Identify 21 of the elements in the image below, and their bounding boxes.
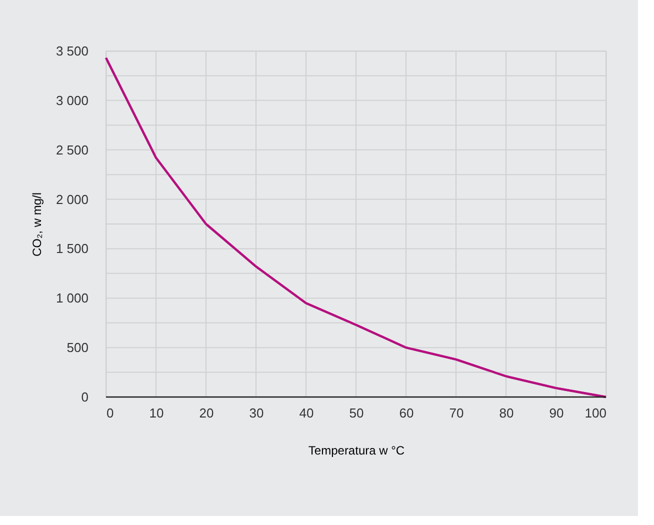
y-axis-title: CO₂, w mg/l: [30, 192, 44, 256]
x-tick-label: 50: [349, 406, 364, 420]
x-axis-title: Temperatura w °C: [308, 444, 405, 458]
y-tick-label: 1 500: [56, 241, 88, 256]
y-tick-label: 3 000: [56, 92, 88, 108]
x-tick-label: 100: [584, 406, 606, 420]
x-tick-label: 40: [299, 406, 314, 420]
x-tick-label: 80: [499, 406, 514, 420]
y-tick-label: 1 000: [56, 290, 88, 306]
x-tick-label: 0: [106, 406, 114, 420]
x-tick-label: 20: [199, 406, 214, 420]
y-tick-label: 500: [66, 340, 88, 356]
y-tick-label: 3 500: [56, 44, 88, 58]
x-tick-label: 30: [249, 406, 264, 420]
x-tick-label: 70: [449, 406, 464, 420]
x-tick-label: 10: [149, 406, 164, 420]
y-tick-label: 0: [81, 390, 88, 404]
x-tick-label: 90: [549, 406, 564, 420]
x-tick-label: 60: [399, 406, 414, 420]
y-tick-label: 2 000: [56, 192, 88, 207]
y-tick-label: 2 500: [56, 142, 88, 158]
